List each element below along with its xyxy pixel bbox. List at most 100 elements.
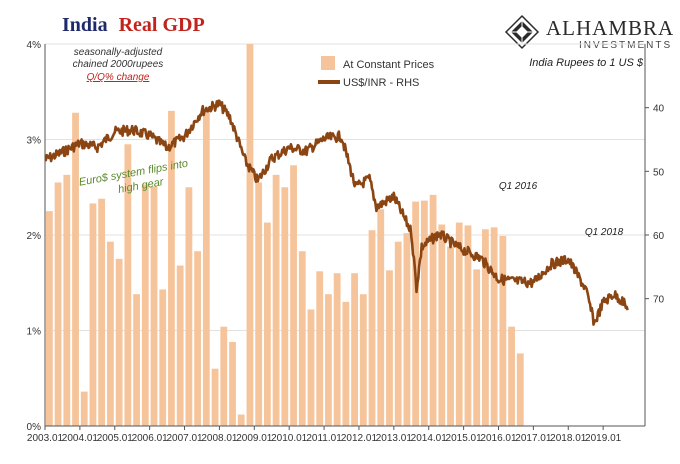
- bar: [325, 294, 332, 426]
- bar: [141, 184, 149, 426]
- legend-bar-swatch: [321, 56, 335, 70]
- subtitle-line-1: seasonally-adjusted: [74, 47, 163, 58]
- bar: [499, 235, 507, 426]
- bar: [194, 251, 202, 426]
- bar: [159, 289, 167, 426]
- annotation-q1-2016: Q1 2016: [499, 181, 538, 192]
- subtitle-line-2: chained 2000rupees: [73, 59, 164, 70]
- left-y-tick-label: 4%: [27, 40, 42, 51]
- right-y-ticks: 40 50 60 70: [645, 104, 665, 306]
- bar: [359, 294, 367, 426]
- bar: [246, 44, 254, 426]
- usd-inr-line: [44, 99, 629, 326]
- x-tick-label: 2016.01: [480, 433, 517, 444]
- x-tick-label: 2006.01: [132, 433, 169, 444]
- bar: [168, 110, 175, 426]
- left-y-tick-label: 2%: [27, 231, 42, 242]
- bar: [351, 273, 358, 426]
- left-y-tick-label: 3%: [27, 136, 42, 147]
- left-y-tick-label: 0%: [27, 422, 42, 433]
- bar: [202, 112, 210, 426]
- legend: At Constant Prices US$/INR - RHS: [318, 56, 435, 89]
- x-tick-label: 2019.01: [585, 433, 622, 444]
- bar: [45, 211, 53, 427]
- bar: [316, 271, 324, 426]
- brand-tagline: INVESTMENTS: [579, 40, 672, 51]
- bar: [229, 341, 236, 426]
- diamond-logo-icon: [504, 14, 540, 50]
- bar: [133, 294, 140, 426]
- x-tick-label: 2007.01: [166, 433, 203, 444]
- left-y-tick-label: 1%: [27, 327, 42, 338]
- bar: [80, 391, 88, 426]
- bar: [263, 222, 271, 426]
- bar: [342, 301, 350, 426]
- bar: [281, 187, 289, 426]
- bar-series: [45, 44, 524, 427]
- bar: [333, 273, 341, 426]
- bar: [508, 326, 515, 426]
- bar: [394, 241, 402, 426]
- bar: [211, 368, 219, 426]
- bar: [220, 326, 228, 426]
- bar: [54, 182, 62, 426]
- line-series: [44, 99, 629, 326]
- legend-line-label: US$/INR - RHS: [343, 77, 419, 89]
- annotation-q1-2018: Q1 2018: [585, 227, 624, 238]
- x-tick-label: 2012.01: [341, 433, 378, 444]
- bar: [290, 165, 297, 427]
- bar: [455, 222, 463, 426]
- bar: [63, 174, 71, 426]
- x-tick-label: 2005.01: [97, 433, 134, 444]
- bar: [420, 200, 428, 426]
- x-tick-label: 2003.01: [27, 433, 64, 444]
- bar: [237, 414, 245, 426]
- bar: [185, 187, 193, 426]
- chart-title: India Real GDP: [62, 14, 205, 36]
- bar: [377, 209, 385, 426]
- x-tick-label: 2004.01: [62, 433, 99, 444]
- x-tick-label: 2011.01: [306, 433, 342, 444]
- bar: [176, 265, 184, 426]
- bar: [124, 144, 132, 426]
- bar: [368, 230, 376, 426]
- bar: [490, 227, 498, 426]
- bar: [438, 224, 446, 426]
- x-tick-label: 2018.01: [550, 433, 587, 444]
- bar: [272, 174, 280, 426]
- bar: [482, 229, 489, 426]
- x-tick-label: 2010.01: [271, 433, 308, 444]
- bar: [107, 241, 114, 426]
- left-y-ticks: 0% 1% 2% 3% 4%: [27, 40, 42, 433]
- right-y-tick-label: 60: [653, 231, 665, 242]
- bar: [447, 246, 454, 426]
- bar: [473, 269, 481, 426]
- rhs-axis-label: India Rupees to 1 US $: [529, 57, 644, 69]
- chart-title-part1: India: [62, 14, 108, 36]
- x-tick-label: 2017.01: [515, 433, 552, 444]
- x-tick-label: 2008.01: [201, 433, 238, 444]
- bar: [72, 112, 79, 426]
- bar: [298, 251, 306, 426]
- x-ticks: 2003.012004.012005.012006.012007.012008.…: [27, 426, 622, 444]
- right-y-tick-label: 50: [653, 167, 665, 178]
- right-y-tick-label: 70: [653, 295, 665, 306]
- legend-bar-label: At Constant Prices: [343, 59, 435, 71]
- bar: [412, 201, 420, 426]
- bar: [307, 309, 315, 426]
- x-tick-label: 2015.01: [446, 433, 483, 444]
- bar: [403, 233, 411, 426]
- subtitle-emphasis: Q/Q% change: [87, 72, 150, 83]
- bar: [429, 194, 437, 426]
- chart-title-part2: Real GDP: [119, 14, 205, 36]
- bar: [516, 353, 524, 426]
- alhambra-logo: ALHAMBRA INVESTMENTS: [504, 14, 673, 51]
- bar: [115, 258, 123, 427]
- bar: [150, 186, 158, 426]
- bar: [255, 182, 263, 426]
- x-tick-label: 2009.01: [236, 433, 273, 444]
- bar: [89, 203, 97, 426]
- x-tick-label: 2013.01: [376, 433, 413, 444]
- right-y-tick-label: 40: [653, 104, 665, 115]
